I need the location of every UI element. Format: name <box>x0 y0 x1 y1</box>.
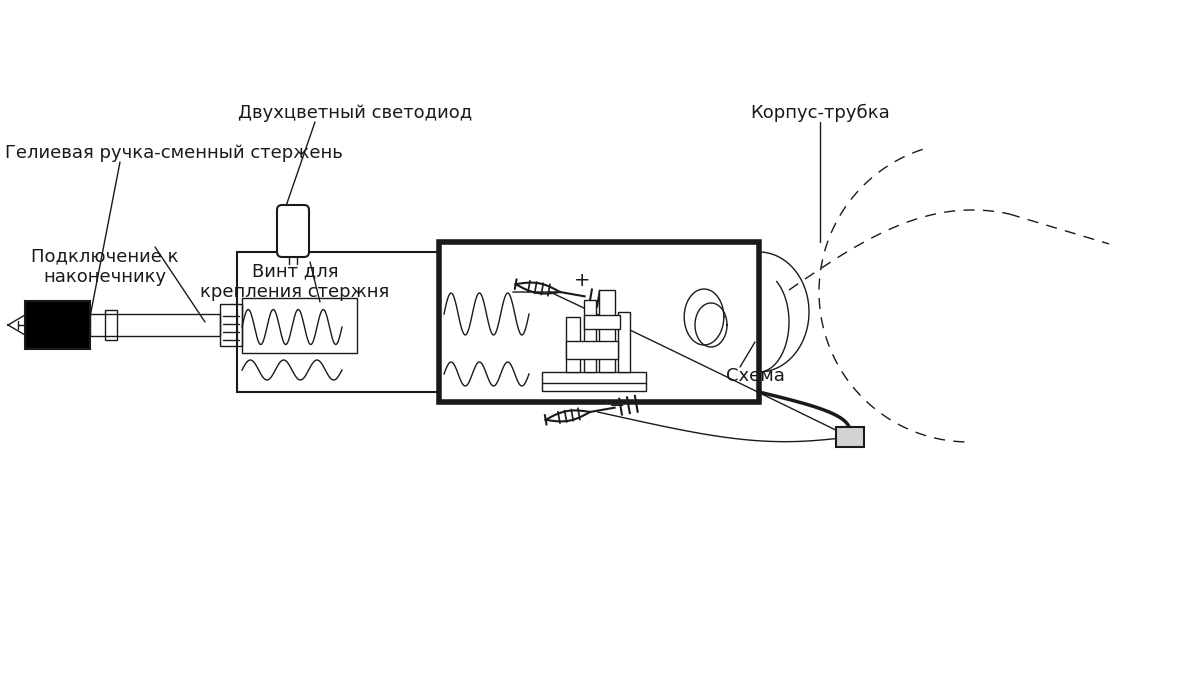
Bar <box>584 300 596 372</box>
FancyBboxPatch shape <box>277 205 310 257</box>
Bar <box>541 372 647 384</box>
Bar <box>584 315 620 329</box>
Bar <box>599 290 616 372</box>
Bar <box>439 242 760 402</box>
Text: Схема: Схема <box>726 367 785 385</box>
Text: −: − <box>610 395 625 414</box>
Text: +: + <box>575 271 590 290</box>
Bar <box>566 317 580 372</box>
Text: Гелиевая ручка-сменный стержень: Гелиевая ручка-сменный стержень <box>5 144 343 162</box>
Bar <box>836 427 864 447</box>
Bar <box>618 312 630 372</box>
Bar <box>566 341 618 359</box>
Bar <box>242 297 358 353</box>
Bar <box>238 252 448 392</box>
Text: Винт для
крепления стержня: Винт для крепления стержня <box>200 262 390 301</box>
Bar <box>25 301 90 349</box>
Bar <box>541 383 647 391</box>
Bar <box>106 310 116 340</box>
Text: Корпус-трубка: Корпус-трубка <box>750 104 890 122</box>
Bar <box>90 314 220 336</box>
Text: Двухцветный светодиод: Двухцветный светодиод <box>238 104 472 122</box>
Text: Подключение к
наконечнику: Подключение к наконечнику <box>31 247 179 286</box>
Bar <box>220 304 242 346</box>
